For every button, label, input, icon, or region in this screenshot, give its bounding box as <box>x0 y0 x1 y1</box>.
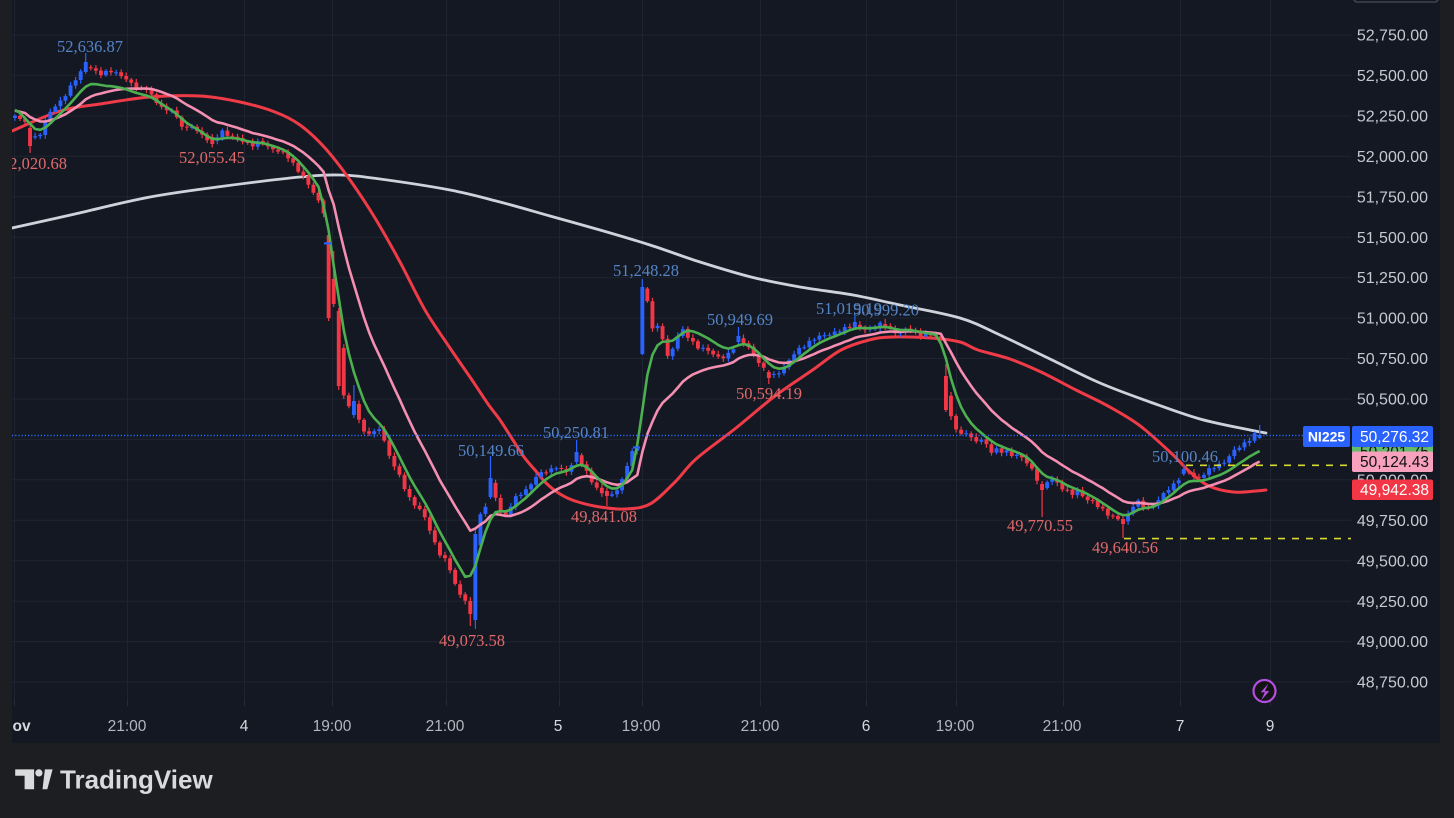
svg-text:50,250.81: 50,250.81 <box>543 423 609 442</box>
svg-text:49,942.38: 49,942.38 <box>1360 482 1429 499</box>
svg-text:6: 6 <box>862 718 871 735</box>
svg-text:50,124.43: 50,124.43 <box>1360 454 1429 471</box>
svg-text:21:00: 21:00 <box>1043 718 1082 735</box>
svg-text:49,640.56: 49,640.56 <box>1092 538 1158 557</box>
svg-text:50,276.32: 50,276.32 <box>1360 429 1429 446</box>
svg-text:21:00: 21:00 <box>108 718 147 735</box>
svg-text:49,750.00: 49,750.00 <box>1357 513 1428 530</box>
svg-text:52,020.68: 52,020.68 <box>1 154 67 173</box>
svg-text:48,750.00: 48,750.00 <box>1357 675 1428 692</box>
svg-text:49,250.00: 49,250.00 <box>1357 594 1428 611</box>
svg-text:52,250.00: 52,250.00 <box>1357 109 1428 126</box>
svg-text:52,055.45: 52,055.45 <box>179 148 245 167</box>
svg-text:52,000.00: 52,000.00 <box>1357 149 1428 166</box>
svg-text:51,248.28: 51,248.28 <box>613 261 679 280</box>
svg-text:50,500.00: 50,500.00 <box>1357 392 1428 409</box>
svg-text:51,750.00: 51,750.00 <box>1357 189 1428 206</box>
svg-text:52,750.00: 52,750.00 <box>1357 28 1428 45</box>
svg-text:21:00: 21:00 <box>741 718 780 735</box>
svg-text:21:00: 21:00 <box>426 718 465 735</box>
svg-text:50,594.19: 50,594.19 <box>736 384 802 403</box>
svg-text:52,500.00: 52,500.00 <box>1357 68 1428 85</box>
svg-text:TradingView: TradingView <box>60 765 213 795</box>
svg-text:49,073.58: 49,073.58 <box>439 631 505 650</box>
svg-text:50,100.46: 50,100.46 <box>1152 447 1218 466</box>
svg-text:49,000.00: 49,000.00 <box>1357 634 1428 651</box>
svg-text:9: 9 <box>1266 718 1275 735</box>
svg-text:52,636.87: 52,636.87 <box>57 37 123 56</box>
svg-text:5: 5 <box>554 718 563 735</box>
svg-text:4: 4 <box>240 718 249 735</box>
svg-text:50,999.20: 50,999.20 <box>853 301 919 320</box>
svg-text:49,770.55: 49,770.55 <box>1007 516 1073 535</box>
svg-text:50,949.69: 50,949.69 <box>707 310 773 329</box>
svg-text:51,019.19: 51,019.19 <box>816 299 882 318</box>
svg-text:51,500.00: 51,500.00 <box>1357 230 1428 247</box>
svg-text:50,750.00: 50,750.00 <box>1357 351 1428 368</box>
svg-text:51,250.00: 51,250.00 <box>1357 270 1428 287</box>
svg-text:7: 7 <box>1176 718 1185 735</box>
svg-text:19:00: 19:00 <box>313 718 352 735</box>
svg-text:50,149.66: 50,149.66 <box>458 441 524 460</box>
svg-text:49,500.00: 49,500.00 <box>1357 553 1428 570</box>
svg-text:49,841.08: 49,841.08 <box>571 507 637 526</box>
svg-text:51,000.00: 51,000.00 <box>1357 311 1428 328</box>
svg-text:19:00: 19:00 <box>622 718 661 735</box>
svg-text:19:00: 19:00 <box>936 718 975 735</box>
svg-text:NI225: NI225 <box>1308 429 1346 445</box>
